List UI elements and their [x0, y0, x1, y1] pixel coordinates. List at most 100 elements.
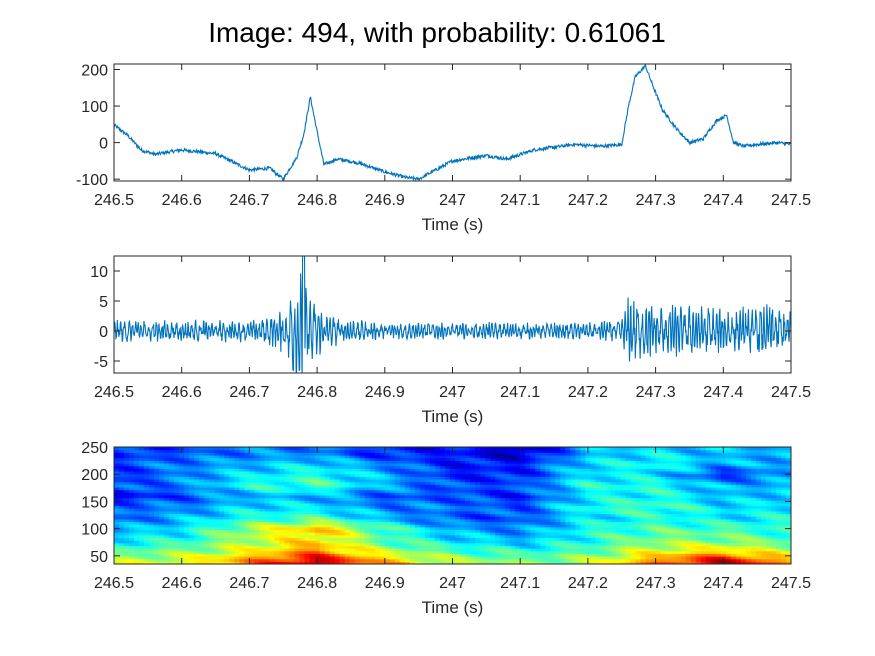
heatmap-cell [510, 510, 516, 515]
heatmap-cell [540, 454, 546, 459]
heatmap-cell [264, 470, 271, 475]
heatmap-cell [455, 486, 461, 491]
heatmap-cell [114, 534, 120, 539]
heatmap-cell [660, 492, 667, 496]
heatmap-cell [600, 537, 607, 541]
heatmap-cell [495, 532, 501, 536]
heatmap-cell [480, 524, 486, 528]
heatmap-cell [610, 556, 617, 560]
heatmap-cell [600, 553, 607, 557]
heatmap-cell [269, 534, 276, 539]
heatmap-cell [244, 521, 250, 525]
heatmap-cell [234, 478, 240, 483]
heatmap-cell [640, 470, 647, 475]
heatmap-cell [134, 548, 140, 552]
heatmap-cell [630, 476, 637, 480]
heatmap-cell [114, 542, 120, 546]
heatmap-cell [299, 486, 306, 491]
heatmap-cell [505, 452, 511, 456]
heatmap-cell [179, 497, 185, 501]
heatmap-cell [119, 462, 125, 467]
heatmap-cell [324, 447, 331, 451]
heatmap-cell [429, 452, 436, 456]
heatmap-cell [655, 468, 662, 472]
x-tick-label: 246.9 [365, 192, 405, 209]
heatmap-cell [279, 561, 286, 564]
heatmap-cell [565, 476, 571, 480]
heatmap-cell [199, 481, 205, 485]
heatmap-cell [439, 484, 446, 488]
heatmap-cell [114, 505, 120, 509]
heatmap-cell [114, 508, 120, 512]
heatmap-cell [189, 452, 195, 456]
heatmap-cell [339, 526, 346, 531]
heatmap-cell [560, 518, 566, 523]
heatmap-cell [570, 553, 576, 557]
heatmap-cell [199, 492, 205, 496]
heatmap-cell [184, 465, 190, 469]
heatmap-cell [580, 457, 586, 461]
heatmap-cell [455, 502, 461, 507]
heatmap-cell [615, 532, 622, 536]
heatmap-cell [119, 454, 125, 459]
heatmap-cell [475, 548, 481, 552]
heatmap-cell [515, 526, 521, 531]
heatmap-cell [364, 540, 371, 544]
heatmap-cell [424, 556, 431, 560]
heatmap-cell [480, 521, 486, 525]
heatmap-cell [540, 516, 546, 520]
heatmap-cell [159, 550, 165, 554]
heatmap-cell [339, 508, 346, 512]
heatmap-cell [229, 449, 235, 453]
heatmap-cell [439, 540, 446, 544]
heatmap-cell [269, 447, 276, 451]
heatmap-cell [505, 556, 511, 560]
heatmap-cell [439, 526, 446, 531]
heatmap-cell [620, 457, 627, 461]
heatmap-cell [585, 484, 591, 488]
heatmap-cell [389, 468, 396, 472]
heatmap-cell [620, 465, 627, 469]
heatmap-cell [510, 561, 516, 564]
heatmap-cell [600, 550, 607, 554]
heatmap-cell [209, 537, 215, 541]
heatmap-cell [535, 537, 541, 541]
heatmap-cell [525, 561, 531, 564]
heatmap-cell [299, 457, 306, 461]
heatmap-cell [640, 447, 647, 451]
heatmap-cell [475, 484, 481, 488]
heatmap-cell [650, 481, 657, 485]
heatmap-cell [389, 540, 396, 544]
heatmap-cell [234, 526, 240, 531]
heatmap-cell [269, 518, 276, 523]
heatmap-cell [119, 526, 125, 531]
heatmap-cell [505, 476, 511, 480]
heatmap-cell [625, 524, 632, 528]
heatmap-cell [114, 460, 120, 464]
heatmap-cell [349, 486, 356, 491]
heatmap-cell [189, 524, 195, 528]
heatmap-cell [610, 462, 617, 467]
heatmap-cell [174, 492, 180, 496]
heatmap-cell [349, 460, 356, 464]
heatmap-cell [419, 537, 426, 541]
heatmap-cell [414, 534, 421, 539]
heatmap-cell [555, 534, 561, 539]
heatmap-cell [374, 537, 381, 541]
heatmap-cell [354, 502, 361, 507]
heatmap-cell [289, 489, 296, 493]
heatmap-cell [324, 540, 331, 544]
heatmap-cell [444, 481, 451, 485]
heatmap-cell [465, 553, 471, 557]
heatmap-cell [505, 521, 511, 525]
heatmap-cell [324, 478, 331, 483]
heatmap-cell [635, 465, 642, 469]
heatmap-cell [394, 526, 401, 531]
heatmap-cell [580, 561, 586, 564]
heatmap-cell [119, 529, 125, 533]
heatmap-cell [384, 484, 391, 488]
heatmap-cell [600, 492, 607, 496]
heatmap-cell [354, 545, 361, 549]
heatmap-cell [545, 486, 551, 491]
heatmap-cell [269, 556, 276, 560]
